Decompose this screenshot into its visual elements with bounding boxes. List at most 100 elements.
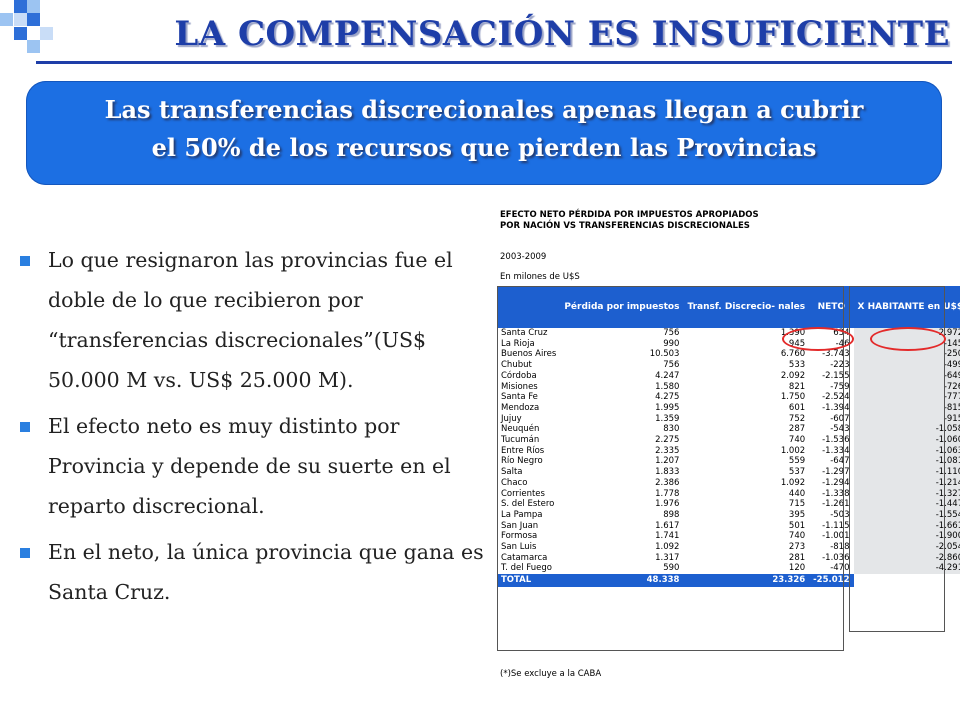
province-cell: Río Negro bbox=[501, 456, 543, 467]
total-perdida: 48.338 bbox=[560, 574, 684, 588]
table-row: Chubut 756 533 -223-499 bbox=[497, 360, 960, 371]
transf-cell: 1.092 bbox=[780, 477, 806, 488]
per-capita-cell: -815 bbox=[853, 402, 960, 414]
transf-cell: 1.002 bbox=[780, 445, 806, 456]
table-title-line-1: EFECTO NETO PÉRDIDA POR IMPUESTOS APROPI… bbox=[500, 210, 759, 220]
table-frame bbox=[497, 286, 844, 651]
neto-cell: -503 bbox=[830, 509, 850, 520]
per-capita-cell: -1.063 bbox=[853, 445, 960, 457]
per-capita-cell: -1.110 bbox=[853, 467, 960, 478]
perdida-cell: 590 bbox=[663, 563, 680, 574]
table-units: En milones de U$S bbox=[500, 272, 580, 282]
per-capita-cell: -1.900 bbox=[853, 531, 960, 543]
table-row: Catamarca 1.317 281 -1.036-2.860 bbox=[497, 552, 960, 564]
perdida-cell: 1.976 bbox=[655, 499, 680, 510]
transf-cell: 559 bbox=[788, 456, 806, 467]
banner-text: Las transferencias discrecionales apenas… bbox=[26, 91, 942, 167]
perdida-cell: 1.833 bbox=[655, 467, 680, 478]
perdida-cell: 1.317 bbox=[655, 552, 680, 563]
per-capita-cell: -1.327 bbox=[853, 488, 960, 500]
neto-cell: -1.294 bbox=[822, 477, 850, 488]
total-transf: 23.326 bbox=[683, 574, 810, 588]
table-row: Tucumán 2.275 740 -1.536-1.060 bbox=[497, 435, 960, 446]
transf-cell: 752 bbox=[788, 413, 806, 424]
province-cell: S. del Estero bbox=[501, 499, 555, 510]
bullet-text: En el neto, la única provincia que gana … bbox=[48, 540, 484, 604]
headline-banner: Las transferencias discrecionales apenas… bbox=[26, 81, 942, 185]
perdida-cell: 830 bbox=[663, 424, 680, 435]
province-cell: San Juan bbox=[501, 520, 539, 531]
bullet-square-icon bbox=[20, 548, 30, 558]
province-cell: Jujuy bbox=[501, 413, 522, 424]
total-empty-cell bbox=[853, 574, 960, 588]
transf-cell: 537 bbox=[788, 467, 806, 478]
transf-cell: 2.092 bbox=[780, 370, 806, 381]
highlight-neto-santa-cruz bbox=[782, 327, 854, 351]
perdida-cell: 1.995 bbox=[655, 402, 680, 413]
neto-cell: -647 bbox=[830, 456, 850, 467]
bullet-item: Lo que resignaron las provincias fue el … bbox=[16, 240, 486, 400]
table-row: S. del Estero 1.976 715 -1.261-1.447 bbox=[497, 499, 960, 510]
per-capita-cell: -1.661 bbox=[853, 520, 960, 532]
bullet-item: En el neto, la única provincia que gana … bbox=[16, 532, 486, 612]
table-row: Entre Ríos 2.335 1.002 -1.334-1.063 bbox=[497, 445, 960, 457]
table-row: Salta 1.833 537 -1.297-1.110 bbox=[497, 467, 960, 478]
per-capita-cell: -1.081 bbox=[853, 456, 960, 468]
transf-cell: 287 bbox=[788, 424, 806, 435]
table-row: Misiones 1.580 821 -759-726 bbox=[497, 381, 960, 393]
per-capita-cell: -1.058 bbox=[853, 424, 960, 436]
neto-cell: -2.524 bbox=[822, 392, 850, 403]
transf-cell: 740 bbox=[788, 435, 806, 446]
province-cell: Chubut bbox=[501, 360, 532, 371]
province-cell: San Luis bbox=[501, 542, 537, 553]
bullet-text: El efecto neto es muy distinto por Provi… bbox=[48, 414, 451, 518]
per-capita-cell: -1.554 bbox=[853, 509, 960, 521]
province-cell: Entre Ríos bbox=[501, 445, 545, 456]
province-cell: Chaco bbox=[501, 477, 528, 488]
per-capita-cell: -1.447 bbox=[853, 499, 960, 510]
perdida-cell: 1.741 bbox=[655, 531, 680, 542]
per-capita-frame bbox=[849, 286, 945, 632]
province-cell: Tucumán bbox=[501, 435, 540, 446]
province-cell: Buenos Aires bbox=[501, 349, 557, 360]
neto-cell: -607 bbox=[830, 413, 850, 424]
banner-line-1: Las transferencias discrecionales apenas… bbox=[104, 95, 864, 124]
perdida-cell: 4.247 bbox=[655, 370, 680, 381]
neto-cell: -1.394 bbox=[822, 402, 850, 413]
table-title: EFECTO NETO PÉRDIDA POR IMPUESTOS APROPI… bbox=[500, 210, 759, 232]
table-title-line-2: POR NACIÓN VS TRANSFERENCIAS DISCRECIONA… bbox=[500, 221, 750, 231]
neto-cell: -223 bbox=[830, 360, 850, 371]
transf-cell: 281 bbox=[788, 552, 806, 563]
neto-cell: -1.297 bbox=[822, 467, 850, 478]
table-row: Santa Fe 4.275 1.750 -2.524-777 bbox=[497, 392, 960, 403]
transf-cell: 6.760 bbox=[780, 349, 806, 360]
transf-cell: 395 bbox=[788, 509, 806, 520]
perdida-cell: 10.503 bbox=[649, 349, 680, 360]
perdida-cell: 756 bbox=[663, 360, 680, 371]
neto-cell: -818 bbox=[830, 542, 850, 553]
province-cell: Salta bbox=[501, 467, 523, 478]
transf-cell: 601 bbox=[788, 402, 806, 413]
perdida-cell: 990 bbox=[663, 338, 680, 349]
table-period: 2003-2009 bbox=[500, 252, 547, 262]
province-cell: T. del Fuego bbox=[501, 563, 552, 574]
page-title: LA COMPENSACIÓN ES INSUFICIENTE bbox=[174, 14, 950, 54]
perdida-cell: 4.275 bbox=[655, 392, 680, 403]
province-cell: Catamarca bbox=[501, 552, 548, 563]
table-header-row: Pérdida por impuestos Transf. Discrecio-… bbox=[497, 286, 960, 328]
corner-logo-squares bbox=[0, 0, 56, 56]
table-row: Mendoza 1.995 601 -1.394-815 bbox=[497, 402, 960, 414]
column-header: Transf. Discrecio- nales bbox=[683, 286, 810, 328]
total-neto: -25.012 bbox=[809, 574, 854, 588]
per-capita-cell: -250 bbox=[853, 349, 960, 361]
table-row: San Luis 1.092 273 -818-2.054 bbox=[497, 542, 960, 553]
per-capita-cell: -499 bbox=[853, 360, 960, 371]
column-header: X HABITANTE en U$$ bbox=[853, 286, 960, 328]
per-capita-cell: -726 bbox=[853, 381, 960, 393]
province-cell: Corrientes bbox=[501, 488, 545, 499]
neto-cell: -759 bbox=[830, 381, 850, 392]
neto-cell: -2.155 bbox=[822, 370, 850, 381]
column-header: NETO bbox=[809, 286, 854, 328]
total-label: TOTAL bbox=[497, 574, 561, 588]
perdida-cell: 1.617 bbox=[655, 520, 680, 531]
